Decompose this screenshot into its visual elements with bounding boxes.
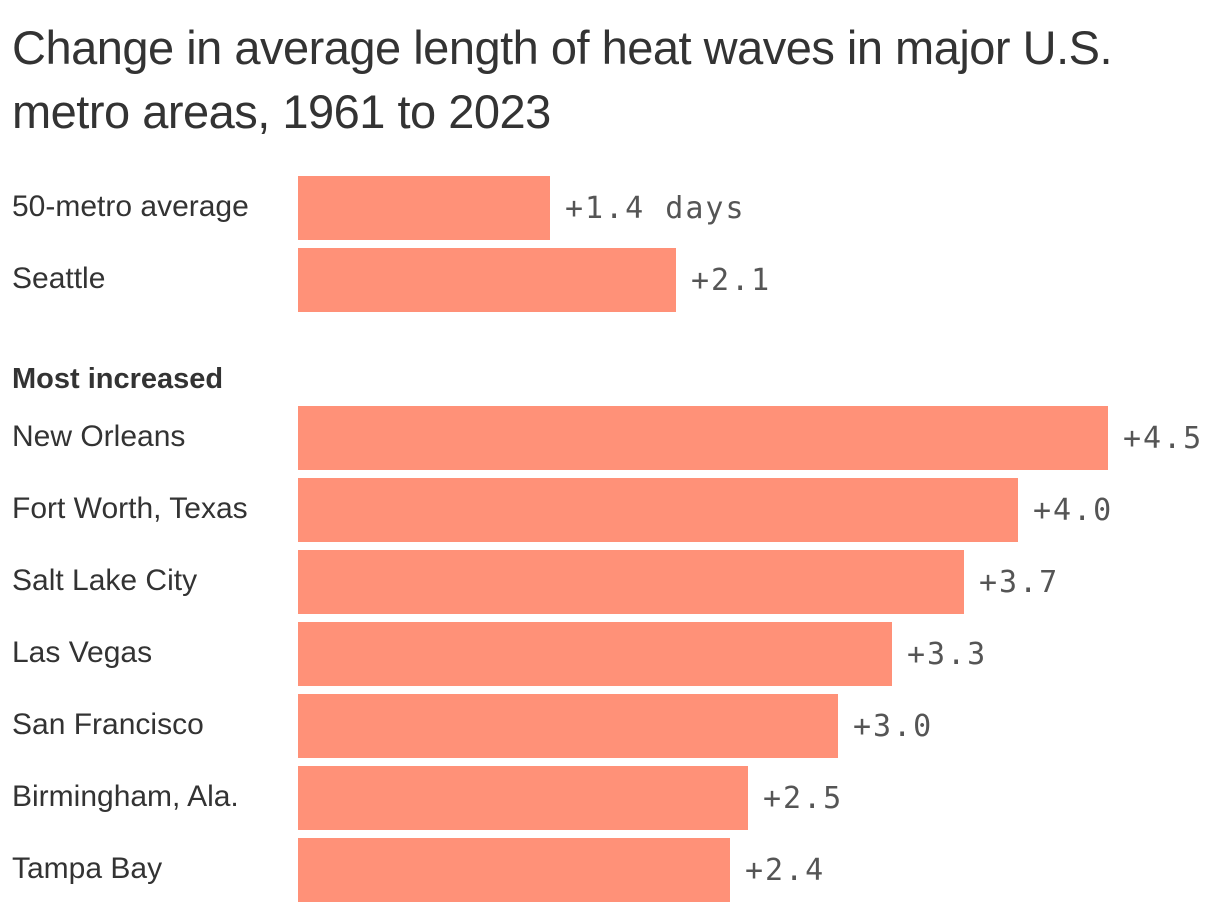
value-label-birmingham-ala: +2.5 bbox=[763, 781, 843, 816]
bar-50-metro-average bbox=[298, 176, 550, 240]
value-label-fort-worth-texas: +4.0 bbox=[1033, 493, 1113, 528]
bar-new-orleans bbox=[298, 406, 1108, 470]
category-label-las-vegas: Las Vegas bbox=[12, 636, 152, 669]
section-heading-most-increased: Most increased bbox=[12, 363, 223, 395]
bar-fort-worth-texas bbox=[298, 478, 1018, 542]
category-label-seattle: Seattle bbox=[12, 262, 105, 295]
category-label-50-metro-average: 50-metro average bbox=[12, 190, 249, 223]
chart-title: Change in average length of heat waves i… bbox=[12, 21, 1113, 138]
value-label-tampa-bay: +2.4 bbox=[745, 853, 825, 888]
bar-san-francisco bbox=[298, 694, 838, 758]
value-label-new-orleans: +4.5 bbox=[1123, 421, 1203, 456]
category-label-tampa-bay: Tampa Bay bbox=[12, 852, 162, 885]
bar-seattle bbox=[298, 248, 676, 312]
value-label-50-metro-average: +1.4 days bbox=[565, 191, 746, 226]
value-label-san-francisco: +3.0 bbox=[853, 709, 933, 744]
value-label-seattle: +2.1 bbox=[691, 263, 771, 298]
category-label-san-francisco: San Francisco bbox=[12, 708, 204, 741]
category-label-new-orleans: New Orleans bbox=[12, 420, 185, 453]
value-label-las-vegas: +3.3 bbox=[907, 637, 987, 672]
value-label-salt-lake-city: +3.7 bbox=[979, 565, 1059, 600]
bar-salt-lake-city bbox=[298, 550, 964, 614]
category-label-salt-lake-city: Salt Lake City bbox=[12, 564, 197, 597]
category-label-fort-worth-texas: Fort Worth, Texas bbox=[12, 492, 248, 525]
bar-tampa-bay bbox=[298, 838, 730, 902]
bar-las-vegas bbox=[298, 622, 892, 686]
category-label-birmingham-ala: Birmingham, Ala. bbox=[12, 780, 239, 813]
bar-birmingham-ala bbox=[298, 766, 748, 830]
